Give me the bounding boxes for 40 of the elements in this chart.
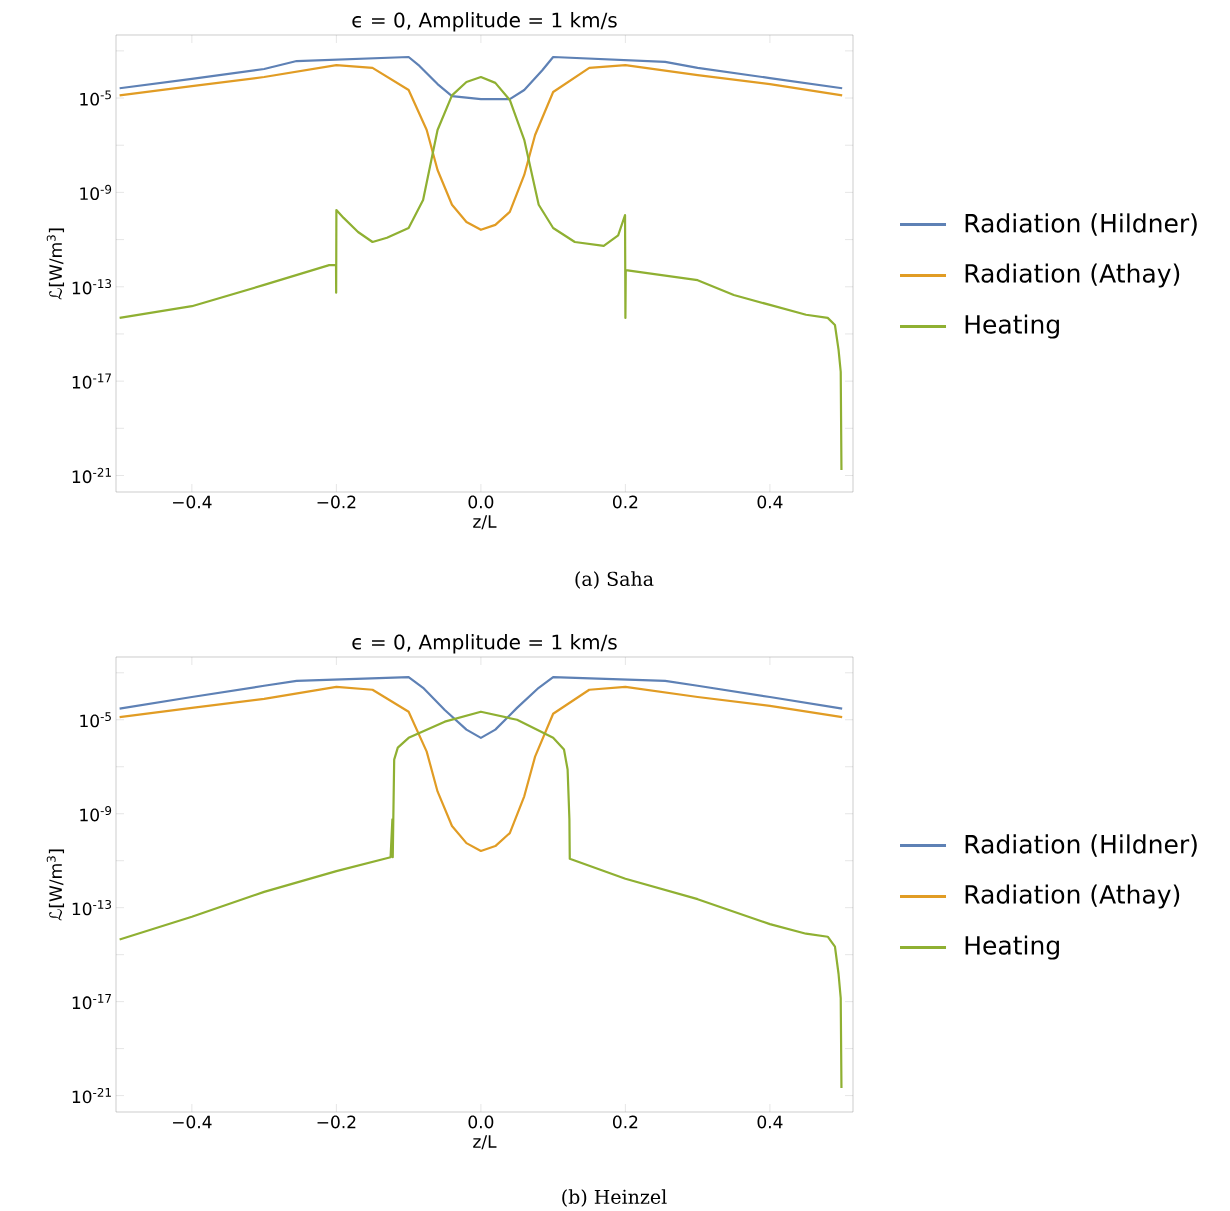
x-tick-label: 0.4: [757, 1115, 783, 1129]
y-tick-label: 10$^{-13}$: [72, 279, 112, 295]
text: (a) Saha: [575, 571, 654, 589]
y-tick-label: 10$^{-13}$: [72, 900, 112, 916]
line-series: [118, 63, 844, 231]
line-series: [118, 75, 843, 472]
legend-label: Radiation (Hildner): [965, 213, 1197, 236]
x-tick-label: −0.4: [173, 495, 212, 509]
x-tick-label: −0.2: [317, 1115, 356, 1129]
line-series: [118, 675, 844, 739]
x-tick-label: −0.4: [173, 1115, 212, 1129]
legend-label: Radiation (Athay): [965, 263, 1180, 288]
y-tick-label: 10$^{-17}$: [72, 373, 111, 389]
y-tick-label: 10$^{-5}$: [80, 712, 111, 728]
x-tick-label: 0.2: [613, 1115, 638, 1129]
legend-label: Radiation (Athay): [965, 884, 1180, 909]
x-tick-label: 0.0: [468, 495, 494, 509]
line-series: [118, 55, 844, 101]
y-tick-label: 10$^{-17}$: [72, 994, 111, 1010]
y-tick-label: 10$^{-9}$: [80, 806, 112, 822]
y-tick-label: 10$^{-5}$: [80, 90, 111, 106]
chart-title: ϵ = 0, Amplitude = 1 km/s: [352, 12, 617, 32]
x-axis-title: z/L: [473, 515, 497, 530]
y-axis-title: ℒ[W/m$^{3}$]: [46, 849, 65, 921]
y-tick-label: 10$^{-21}$: [72, 1087, 111, 1104]
legend-label: Heating: [965, 314, 1059, 339]
line-series: [118, 710, 843, 1090]
legend-label: Heating: [965, 935, 1059, 960]
line-series: [118, 685, 844, 853]
x-tick-label: 0.2: [613, 495, 638, 509]
y-tick-label: 10$^{-21}$: [72, 467, 111, 484]
y-axis-title: ℒ[W/m$^{3}$]: [46, 228, 65, 300]
x-tick-label: 0.4: [757, 495, 783, 509]
chart-title: ϵ = 0, Amplitude = 1 km/s: [352, 634, 617, 654]
text: (b) Heinzel: [562, 1189, 667, 1207]
y-tick-label: 10$^{-9}$: [80, 184, 112, 201]
x-axis-title: z/L: [473, 1135, 497, 1150]
x-tick-label: 0.0: [468, 1115, 494, 1129]
x-tick-label: −0.2: [317, 495, 356, 509]
legend-label: Radiation (Hildner): [965, 834, 1197, 857]
